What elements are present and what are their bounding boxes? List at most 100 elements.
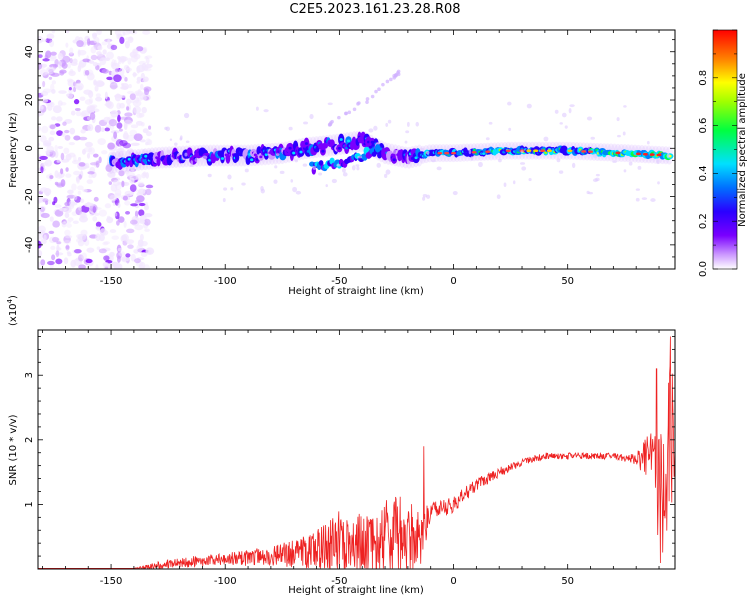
heatmap-noise-cell — [51, 254, 56, 261]
heatmap-trace-core — [264, 153, 268, 157]
heatmap-noise-cell — [95, 221, 102, 228]
heatmap-noise-cell — [134, 224, 144, 231]
heatmap-noise-cell — [50, 72, 60, 77]
heatmap-noise-cell — [38, 54, 43, 59]
heatmap-faint-cell — [436, 166, 442, 171]
heatmap-noise-cell — [50, 51, 57, 56]
heatmap-noise-cell — [117, 61, 122, 65]
heatmap-faint-cell — [303, 121, 308, 125]
heatmap-noise-cell — [111, 235, 120, 240]
heatmap-noise-cell — [109, 85, 119, 89]
heatmap-streak-cell — [352, 107, 357, 112]
heatmap-noise-cell — [88, 60, 95, 64]
heatmap-faint-cell — [666, 153, 670, 158]
heatmap-noise-cell — [85, 162, 90, 169]
heatmap-trace-outer — [225, 153, 231, 164]
heatmap-noise-cell — [126, 106, 130, 111]
heatmap-noise-cell — [142, 46, 148, 53]
heatmap-noise-cell — [55, 116, 63, 122]
heatmap-noise-cell — [77, 49, 87, 56]
heatmap-streak-cell — [396, 72, 401, 77]
heatmap-noise-cell — [72, 220, 79, 225]
heatmap-noise-cell — [126, 228, 135, 234]
heatmap-noise-cell — [72, 249, 81, 254]
heatmap-noise-cell — [56, 130, 64, 136]
heatmap-streak-cell — [344, 111, 348, 116]
heatmap-noise-cell — [108, 181, 113, 185]
heatmap-noise-cell — [118, 128, 123, 132]
heatmap-faint-cell — [368, 128, 374, 133]
heatmap-noise-cell — [38, 233, 44, 240]
heatmap-noise-cell — [139, 139, 146, 143]
heatmap-noise-cell — [145, 141, 149, 146]
heatmap-noise-cell — [71, 183, 77, 191]
heatmap-noise-cell — [117, 202, 121, 209]
snr-panel: -150 -100 -50 0 50 1 2 3 Height of straight li… — [6, 295, 676, 596]
heatmap-noise-cell — [124, 77, 128, 82]
heatmap-noise-cell — [139, 219, 146, 224]
heatmap-trace-hot — [581, 150, 587, 153]
heatmap-faint-cell — [166, 149, 171, 154]
heatmap-trace-hot — [567, 149, 573, 153]
heatmap-noise-cell — [38, 105, 44, 112]
heatmap-noise-cell — [113, 212, 118, 217]
heatmap-faint-cell — [470, 156, 474, 161]
heatmap-noise-cell — [49, 175, 54, 179]
heatmap-noise-cell — [63, 257, 69, 265]
heatmap-faint-cell — [422, 193, 428, 198]
colorbar-tick-label: 0.8 — [698, 70, 709, 86]
heatmap-secondary-cell — [374, 144, 381, 153]
heatmap-faint-cell — [406, 121, 410, 127]
heatmap-noise-cell — [86, 247, 95, 253]
heatmap-noise-cell — [134, 199, 142, 204]
heatmap-faint-cell — [355, 164, 360, 167]
heatmap-faint-cell — [507, 101, 512, 106]
heatmap-noise-cell — [144, 63, 153, 69]
heatmap-noise-cell — [95, 93, 101, 98]
heatmap-noise-cell — [98, 209, 107, 217]
heatmap-noise-cell — [118, 251, 126, 257]
heatmap-noise-cell — [101, 150, 108, 155]
heatmap-noise-cell — [62, 55, 71, 63]
spectrogram-x-axis: -150 -100 -50 0 50 — [42, 30, 660, 287]
heatmap-noise-cell — [120, 256, 130, 262]
heatmap-noise-cell — [80, 110, 90, 117]
heatmap-noise-cell — [44, 142, 52, 147]
heatmap-noise-cell — [46, 33, 55, 40]
heatmap-noise-cell — [145, 57, 150, 65]
heatmap-faint-cell — [519, 162, 526, 165]
heatmap-noise-cell — [109, 251, 115, 257]
heatmap-faint-cell — [635, 197, 640, 202]
heatmap-noise-cell — [89, 162, 99, 166]
heatmap-noise-cell — [137, 181, 145, 186]
heatmap-noise-cell — [136, 244, 144, 252]
heatmap-noise-cell — [69, 47, 74, 55]
heatmap-noise-cell — [121, 180, 125, 188]
heatmap-noise-cell — [50, 83, 55, 92]
heatmap-noise-cell — [136, 46, 144, 52]
heatmap-secondary-cell — [318, 160, 324, 166]
heatmap-noise-cell — [138, 264, 145, 269]
heatmap-trace-hot — [656, 153, 662, 157]
heatmap-faint-cell — [255, 106, 259, 111]
heatmap-noise-cell — [73, 135, 81, 141]
heatmap-noise-cell — [38, 261, 41, 269]
heatmap-faint-cell — [194, 157, 199, 163]
heatmap-noise-cell — [45, 151, 51, 157]
heatmap-noise-cell — [75, 82, 84, 91]
heatmap-faint-cell — [357, 155, 363, 159]
heatmap-faint-cell — [288, 126, 293, 131]
heatmap-noise-cell — [135, 92, 140, 96]
heatmap-noise-cell — [38, 126, 41, 131]
heatmap-noise-cell — [124, 40, 130, 49]
heatmap-noise-cell — [38, 62, 43, 70]
heatmap-noise-cell — [129, 191, 135, 196]
heatmap-trace-hot — [444, 151, 450, 155]
heatmap-faint-cell — [612, 160, 617, 163]
heatmap-noise-cell — [54, 59, 59, 66]
heatmap-noise-cell — [86, 152, 91, 159]
heatmap-faint-cell — [342, 172, 348, 177]
heatmap-noise-cell — [109, 194, 118, 202]
heatmap-noise-cell — [52, 220, 60, 228]
